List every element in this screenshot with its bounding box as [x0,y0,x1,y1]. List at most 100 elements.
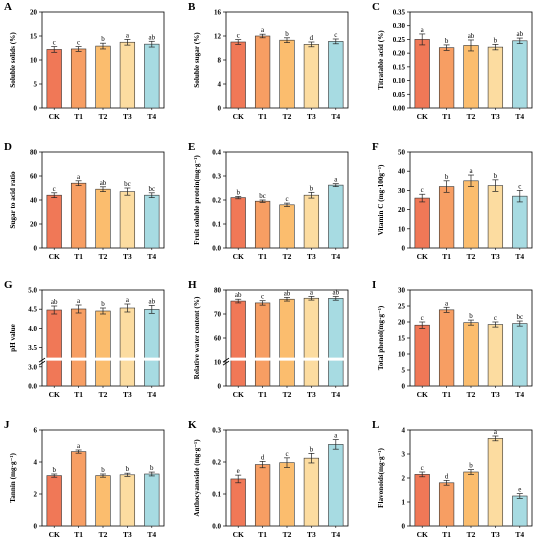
chart-panel-l: L Flavonoids(mg·g⁻¹) 0 1 2 3 4 c CK d T1 b T2 a T3 e T4 [372,419,533,539]
y-axis-label: Sugar to acid ratio [9,171,17,229]
panel-letter: L [372,419,379,431]
significance-label: c [494,314,497,322]
x-tick-label: CK [233,252,244,261]
significance-label: d [445,472,449,480]
significance-label: b [285,30,289,38]
y-tick-label: 5 [34,81,38,89]
x-tick-label: T4 [147,252,156,261]
x-tick-label: T3 [123,112,132,121]
x-tick-label: T3 [491,112,500,121]
x-tick-label: T3 [307,530,316,539]
significance-label: d [310,34,314,42]
y-tick-label: 60 [214,335,222,343]
axis-break-band [43,357,163,361]
significance-label: c [285,450,288,458]
x-tick-label: T3 [491,530,500,539]
axis-break-mark [38,360,46,366]
y-axis-label: Soluble sugar (%) [193,32,201,88]
bar-t1 [254,302,271,387]
significance-label: a [77,297,81,305]
x-tick-label: T3 [123,390,132,399]
y-tick-label: 50 [398,149,406,157]
bar-t1 [438,309,455,387]
bar-t2 [95,188,111,249]
significance-label: a [421,26,425,34]
x-tick-label: CK [233,112,244,121]
bar-t4 [328,298,344,387]
significance-label: ab [332,289,339,297]
significance-label: a [126,31,130,39]
y-tick-label: 40 [30,197,38,205]
significance-label: b [494,36,498,44]
bar-t3 [119,41,136,109]
x-tick-label: T1 [258,390,267,399]
x-tick-label: T2 [99,252,108,261]
bar-t4 [144,194,160,249]
bar-t3 [119,474,136,527]
x-tick-label: CK [417,112,428,121]
bar-ck [230,478,246,527]
x-tick-label: T2 [99,530,108,539]
x-tick-label: T1 [74,530,83,539]
y-tick-label: 4 [218,81,222,89]
bar-ck [46,475,62,527]
x-tick-label: T2 [283,252,292,261]
y-tick-label: 2 [402,475,406,483]
x-tick-label: CK [49,112,60,121]
bar-t2 [279,298,295,387]
bar-t2 [95,45,111,109]
significance-label: b [310,445,314,453]
significance-label: c [421,186,424,194]
panel-letter: E [188,141,195,153]
axis-break-mark [38,357,46,363]
x-tick-label: T1 [442,390,451,399]
bar-t4 [512,495,528,527]
significance-label: b [150,464,154,472]
y-tick-label: 80 [30,149,38,157]
panel-letter: F [372,141,379,153]
significance-label: c [334,31,337,39]
x-tick-label: T2 [283,530,292,539]
x-tick-label: T1 [74,390,83,399]
significance-label: a [310,288,314,296]
significance-label: b [101,300,105,308]
significance-label: ab [516,30,523,38]
bar-t2 [279,462,295,527]
y-tick-label: 0 [34,245,38,253]
x-tick-label: CK [233,390,244,399]
y-tick-label: 3.5 [28,344,37,352]
y-tick-label: 0 [34,105,38,113]
y-tick-label: 0 [402,523,406,531]
y-tick-label: 4.0 [28,325,37,333]
y-tick-label: 0 [402,245,406,253]
x-tick-label: T4 [331,252,340,261]
y-tick-label: 10 [30,57,38,65]
y-tick-label: 0.00 [393,105,406,113]
significance-label: bc [259,192,266,200]
bar-t3 [303,44,320,109]
significance-label: a [445,299,449,307]
y-tick-label: 20 [30,9,38,17]
chart-panel-f: F Vitamin C (mg·100g⁻¹) 0 10 20 30 40 50 c CK b T1 a… [372,141,533,261]
panel-letter: D [4,141,12,153]
bar-ck [230,300,246,387]
bar-ck [46,194,62,249]
significance-label: b [52,466,56,474]
x-tick-label: CK [49,390,60,399]
significance-label: a [126,296,130,304]
significance-label: bc [124,180,131,188]
significance-label: b [445,173,449,181]
significance-label: b [101,466,105,474]
bar-ck [230,197,246,249]
panel-letter: G [4,279,13,291]
x-tick-label: T2 [467,252,476,261]
y-tick-label: 0.20 [393,50,406,58]
y-axis-label: Anthocyanoside (mg·g⁻¹) [193,439,201,517]
chart-panel-b: B Soluble sugar (%) 0 4 8 12 16 c CK a T1 b T2 d T3 c T4 [188,1,349,121]
y-tick-label: 0.0 [28,383,37,391]
bar-t1 [438,47,455,109]
y-tick-label: 10 [398,351,406,359]
x-tick-label: T4 [147,390,156,399]
y-tick-label: 4 [34,459,38,467]
x-tick-label: T4 [331,390,340,399]
